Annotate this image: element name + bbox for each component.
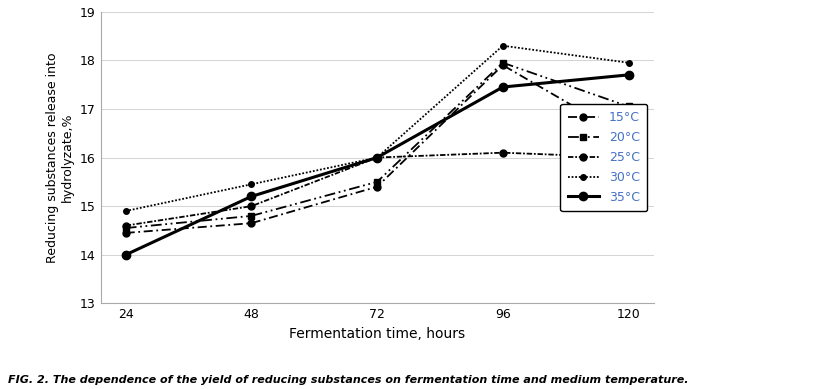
Text: FIG. 2. The dependence of the yield of reducing substances on fermentation time : FIG. 2. The dependence of the yield of r… bbox=[8, 375, 689, 385]
X-axis label: Fermentation time, hours: Fermentation time, hours bbox=[289, 327, 465, 341]
Y-axis label: Reducing substances release into
hydrolyzate,%: Reducing substances release into hydroly… bbox=[46, 52, 75, 263]
Legend: 15°C, 20°C, 25°C, 30°C, 35°C: 15°C, 20°C, 25°C, 30°C, 35°C bbox=[560, 104, 648, 211]
